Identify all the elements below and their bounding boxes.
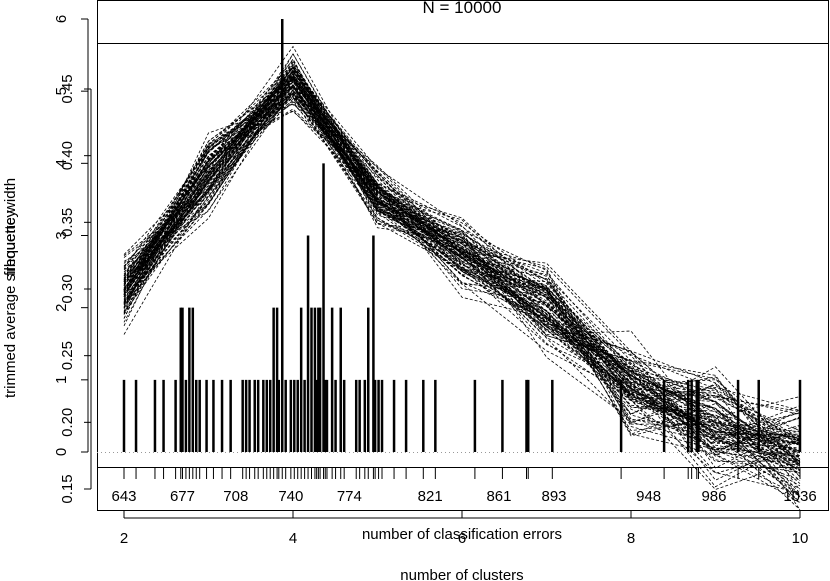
x-tick-label-errors: 893 [542,488,567,505]
y-tick-label-silhouette: 0.45 [59,74,76,103]
silhouette-line [123,53,801,418]
x-tick-label-errors: 677 [170,488,195,505]
y-tick-label-frequency: 6 [53,15,70,23]
silhouette-line [123,66,801,456]
y-tick-label-silhouette: 0.20 [59,408,76,437]
silhouette-line [123,66,801,466]
y-tick-label-frequency: 2 [53,303,70,311]
x-tick-label-errors: 740 [278,488,303,505]
silhouette-line [123,80,801,481]
silhouette-line [123,104,801,496]
silhouette-line [123,70,801,452]
y-tick-label-frequency: 0 [53,448,70,456]
silhouette-line [123,77,801,497]
y-tick-label-frequency: 1 [53,376,70,384]
y-tick-label-silhouette: 0.25 [59,341,76,370]
x-tick-label-clusters: 8 [627,530,635,547]
y-axis-label-silhouette: trimmed average silhouette width [2,178,19,398]
silhouette-line [123,89,801,464]
y-tick-label-frequency: 4 [53,159,70,167]
y-tick-label-frequency: 5 [53,87,70,95]
y-tick-label-silhouette: 0.15 [59,474,76,503]
axes: 0.15 0.20 0.25 0.30 0.35 0.40 0.45 0 1 2 3 4 5 6 2 4 6 8 1… [53,15,817,547]
x-axis-label-errors: number of classification errors [362,526,562,543]
x-tick-label-errors: 643 [111,488,136,505]
y-tick-label-silhouette: 0.30 [59,274,76,303]
x-tick-label-errors: 774 [337,488,362,505]
x-tick-label-errors: 708 [223,488,248,505]
x-tick-label-errors: 948 [636,488,661,505]
y-tick-label-frequency: 3 [53,231,70,239]
x-tick-label-errors: 986 [701,488,726,505]
x-tick-label-errors: 861 [486,488,511,505]
histogram-frame [97,43,829,468]
plot-box [97,0,829,511]
silhouette-line [123,63,801,442]
histogram-title: N = 10000 [423,0,502,17]
y-tick-label-silhouette: 0.35 [59,208,76,237]
silhouette-line [123,76,801,444]
x-tick-label-clusters: 6 [458,530,466,547]
x-tick-label-errors: 1036 [783,488,816,505]
y-axis-label-frequency: frequency [2,210,19,276]
silhouette-line [123,58,801,498]
silhouette-line [123,101,801,437]
x-tick-label-errors: 821 [418,488,443,505]
x-tick-label-clusters: 2 [120,530,128,547]
silhouette-line [123,98,801,467]
error-frequency-bars [122,19,802,452]
silhouette-line [123,100,801,442]
x-tick-label-clusters: 10 [792,530,809,547]
silhouette-line [123,102,801,460]
silhouette-line [123,85,801,434]
x-axis-label-clusters: number of clusters [400,567,523,581]
x-tick-label-clusters: 4 [289,530,297,547]
error-rug [123,468,801,479]
silhouette-line [123,85,801,481]
y-tick-label-silhouette: 0.40 [59,141,76,170]
